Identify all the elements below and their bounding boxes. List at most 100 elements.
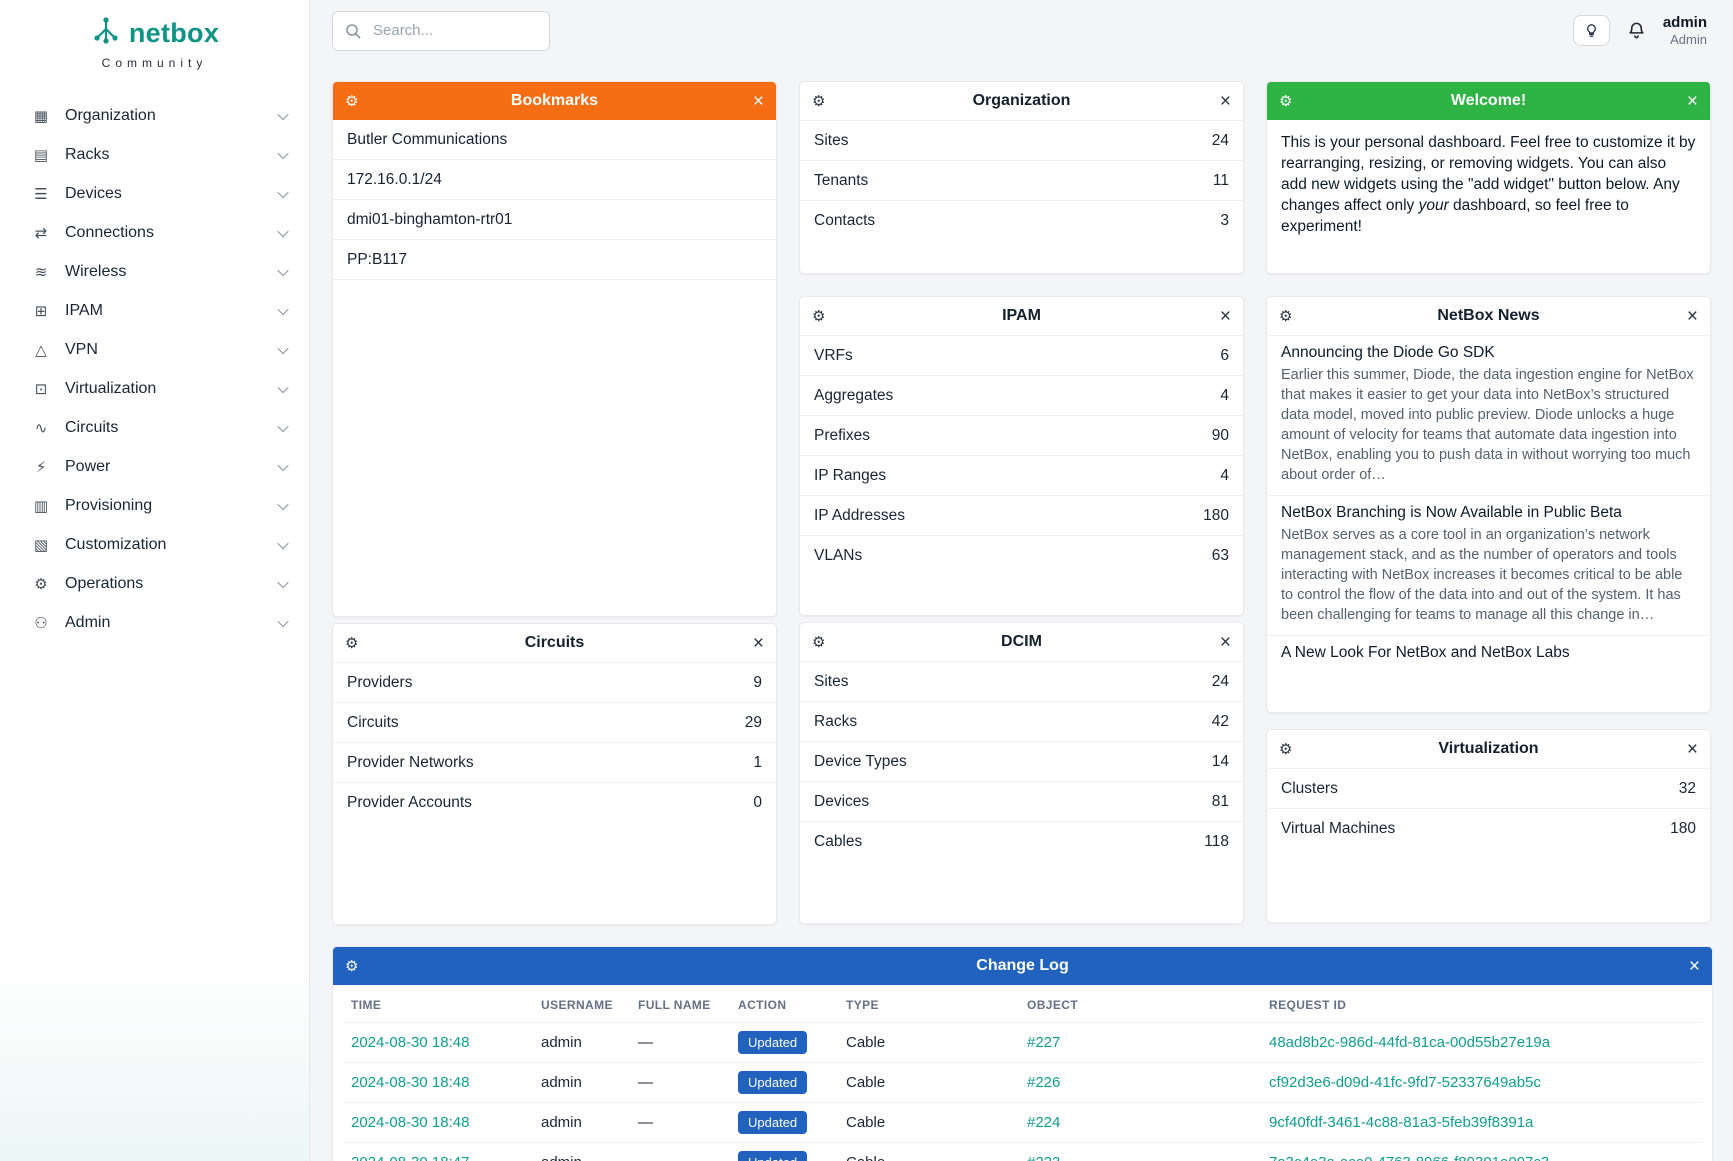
- sidebar-item-customization[interactable]: ▧ Customization: [0, 525, 309, 564]
- sidebar-item-wireless[interactable]: ≋ Wireless: [0, 252, 309, 291]
- bookmark-item[interactable]: PP:B117: [333, 240, 776, 280]
- sidebar-item-power[interactable]: ⚡ Power: [0, 447, 309, 486]
- chevron-down-icon: [277, 537, 289, 549]
- stat-row[interactable]: Sites 24: [800, 120, 1243, 160]
- stat-label: IP Ranges: [814, 466, 887, 484]
- stat-row[interactable]: Devices 81: [800, 781, 1243, 821]
- bookmark-item[interactable]: Butler Communications: [333, 120, 776, 160]
- bookmark-item[interactable]: 172.16.0.1/24: [333, 160, 776, 200]
- widget-settings-icon[interactable]: ⚙: [345, 93, 359, 110]
- username-cell: admin: [533, 1062, 630, 1103]
- close-icon[interactable]: ×: [752, 90, 764, 112]
- sidebar-item-ipam[interactable]: ⊞ IPAM: [0, 291, 309, 330]
- stat-value: 42: [1211, 712, 1229, 730]
- stat-row[interactable]: Circuits 29: [333, 702, 776, 742]
- stat-row[interactable]: Cables 118: [800, 821, 1243, 861]
- menu-item-label: IPAM: [65, 301, 103, 319]
- sidebar-item-devices[interactable]: ☰ Devices: [0, 174, 309, 213]
- theme-toggle-button[interactable]: [1572, 14, 1610, 46]
- request-id-link[interactable]: cf92d3e6-d09d-41fc-9fd7-52337649ab5c: [1269, 1074, 1541, 1091]
- chevron-down-icon: [277, 615, 289, 627]
- time-link[interactable]: 2024-08-30 18:48: [351, 1034, 470, 1051]
- widget-settings-icon[interactable]: ⚙: [1279, 308, 1293, 325]
- stat-label: VLANs: [814, 546, 863, 564]
- news-item: Announcing the Diode Go SDK Earlier this…: [1267, 335, 1710, 495]
- column-header: FULL NAME: [638, 998, 711, 1012]
- news-headline-link[interactable]: Announcing the Diode Go SDK: [1281, 344, 1495, 361]
- sidebar-item-racks[interactable]: ▤ Racks: [0, 135, 309, 174]
- sidebar-item-organization[interactable]: ▦ Organization: [0, 96, 309, 135]
- close-icon[interactable]: ×: [752, 632, 764, 654]
- request-id-link[interactable]: 48ad8b2c-986d-44fd-81ca-00d55b27e19a: [1269, 1034, 1551, 1051]
- stat-row[interactable]: Virtual Machines 180: [1267, 808, 1710, 848]
- stat-row[interactable]: Clusters 32: [1267, 768, 1710, 808]
- notifications-bell-icon[interactable]: [1627, 21, 1646, 40]
- widget-settings-icon[interactable]: ⚙: [812, 634, 826, 651]
- stat-label: Racks: [814, 712, 858, 730]
- stat-row[interactable]: Sites 24: [800, 661, 1243, 701]
- stat-row[interactable]: Contacts 3: [800, 200, 1243, 240]
- close-icon[interactable]: ×: [1219, 631, 1231, 653]
- sidebar-item-operations[interactable]: ⚙ Operations: [0, 564, 309, 603]
- search-input[interactable]: [332, 10, 550, 51]
- close-icon[interactable]: ×: [1686, 738, 1698, 760]
- news-headline-link[interactable]: NetBox Branching is Now Available in Pub…: [1281, 504, 1622, 521]
- organization-stats: Sites 24 Tenants 11 Contacts 3: [800, 120, 1243, 240]
- chevron-down-icon: [277, 303, 289, 315]
- widget-settings-icon[interactable]: ⚙: [1279, 741, 1293, 758]
- brand-subtitle: Community: [101, 56, 208, 70]
- sidebar-item-connections[interactable]: ⇄ Connections: [0, 213, 309, 252]
- time-link[interactable]: 2024-08-30 18:47: [351, 1154, 469, 1161]
- close-icon[interactable]: ×: [1219, 305, 1231, 327]
- widget-settings-icon[interactable]: ⚙: [345, 958, 359, 975]
- sidebar-item-circuits[interactable]: ∿ Circuits: [0, 408, 309, 447]
- object-link[interactable]: #223: [1027, 1154, 1060, 1161]
- stat-row[interactable]: Racks 42: [800, 701, 1243, 741]
- stat-row[interactable]: Prefixes 90: [800, 415, 1243, 455]
- close-icon[interactable]: ×: [1686, 305, 1698, 327]
- widget-settings-icon[interactable]: ⚙: [345, 635, 359, 652]
- bookmark-item[interactable]: dmi01-binghamton-rtr01: [333, 200, 776, 240]
- widget-settings-icon[interactable]: ⚙: [1279, 93, 1293, 110]
- stat-row[interactable]: Provider Accounts 0: [333, 782, 776, 822]
- brand-home-link[interactable]: netbox: [0, 16, 309, 51]
- stat-row[interactable]: VLANs 63: [800, 535, 1243, 575]
- column-header: TYPE: [846, 998, 879, 1012]
- sidebar-item-vpn[interactable]: △ VPN: [0, 330, 309, 369]
- stat-row[interactable]: VRFs 6: [800, 335, 1243, 375]
- stat-label: Circuits: [347, 713, 399, 731]
- dashboard-column-3: ⚙ Welcome! × This is your personal dashb…: [1266, 81, 1711, 925]
- news-headline-link[interactable]: A New Look For NetBox and NetBox Labs: [1281, 644, 1570, 661]
- object-link[interactable]: #224: [1027, 1114, 1061, 1131]
- virtualization-stats: Clusters 32 Virtual Machines 180: [1267, 768, 1710, 848]
- object-link[interactable]: #227: [1027, 1034, 1061, 1051]
- stat-value: 14: [1211, 752, 1229, 770]
- menu-item-icon: ▤: [33, 146, 49, 164]
- stat-row[interactable]: Aggregates 4: [800, 375, 1243, 415]
- sidebar-item-admin[interactable]: ⚇ Admin: [0, 603, 309, 642]
- close-icon[interactable]: ×: [1686, 90, 1698, 112]
- user-menu[interactable]: admin Admin: [1663, 14, 1707, 47]
- sidebar-item-provisioning[interactable]: ▥ Provisioning: [0, 486, 309, 525]
- request-id-link[interactable]: 7a3c4e3a-ace0-4763-8966-f89301a097c3: [1269, 1154, 1549, 1161]
- chevron-down-icon: [277, 342, 289, 354]
- close-icon[interactable]: ×: [1688, 955, 1700, 977]
- chevron-down-icon: [277, 498, 289, 510]
- stat-row[interactable]: Provider Networks 1: [333, 742, 776, 782]
- stat-row[interactable]: Providers 9: [333, 662, 776, 702]
- time-link[interactable]: 2024-08-30 18:48: [351, 1074, 470, 1091]
- chevron-down-icon: [277, 576, 289, 588]
- object-link[interactable]: #226: [1027, 1074, 1061, 1091]
- widget-settings-icon[interactable]: ⚙: [812, 308, 826, 325]
- request-id-link[interactable]: 9cf40fdf-3461-4c88-81a3-5feb39f8391a: [1269, 1114, 1534, 1131]
- close-icon[interactable]: ×: [1219, 90, 1231, 112]
- stat-row[interactable]: Tenants 11: [800, 160, 1243, 200]
- circuits-widget-header: ⚙ Circuits ×: [333, 624, 776, 662]
- stat-row[interactable]: IP Addresses 180: [800, 495, 1243, 535]
- stat-row[interactable]: IP Ranges 4: [800, 455, 1243, 495]
- widget-settings-icon[interactable]: ⚙: [812, 93, 826, 110]
- time-link[interactable]: 2024-08-30 18:48: [351, 1114, 470, 1131]
- stat-row[interactable]: Device Types 14: [800, 741, 1243, 781]
- stat-value: 9: [753, 673, 762, 691]
- sidebar-item-virtualization[interactable]: ⊡ Virtualization: [0, 369, 309, 408]
